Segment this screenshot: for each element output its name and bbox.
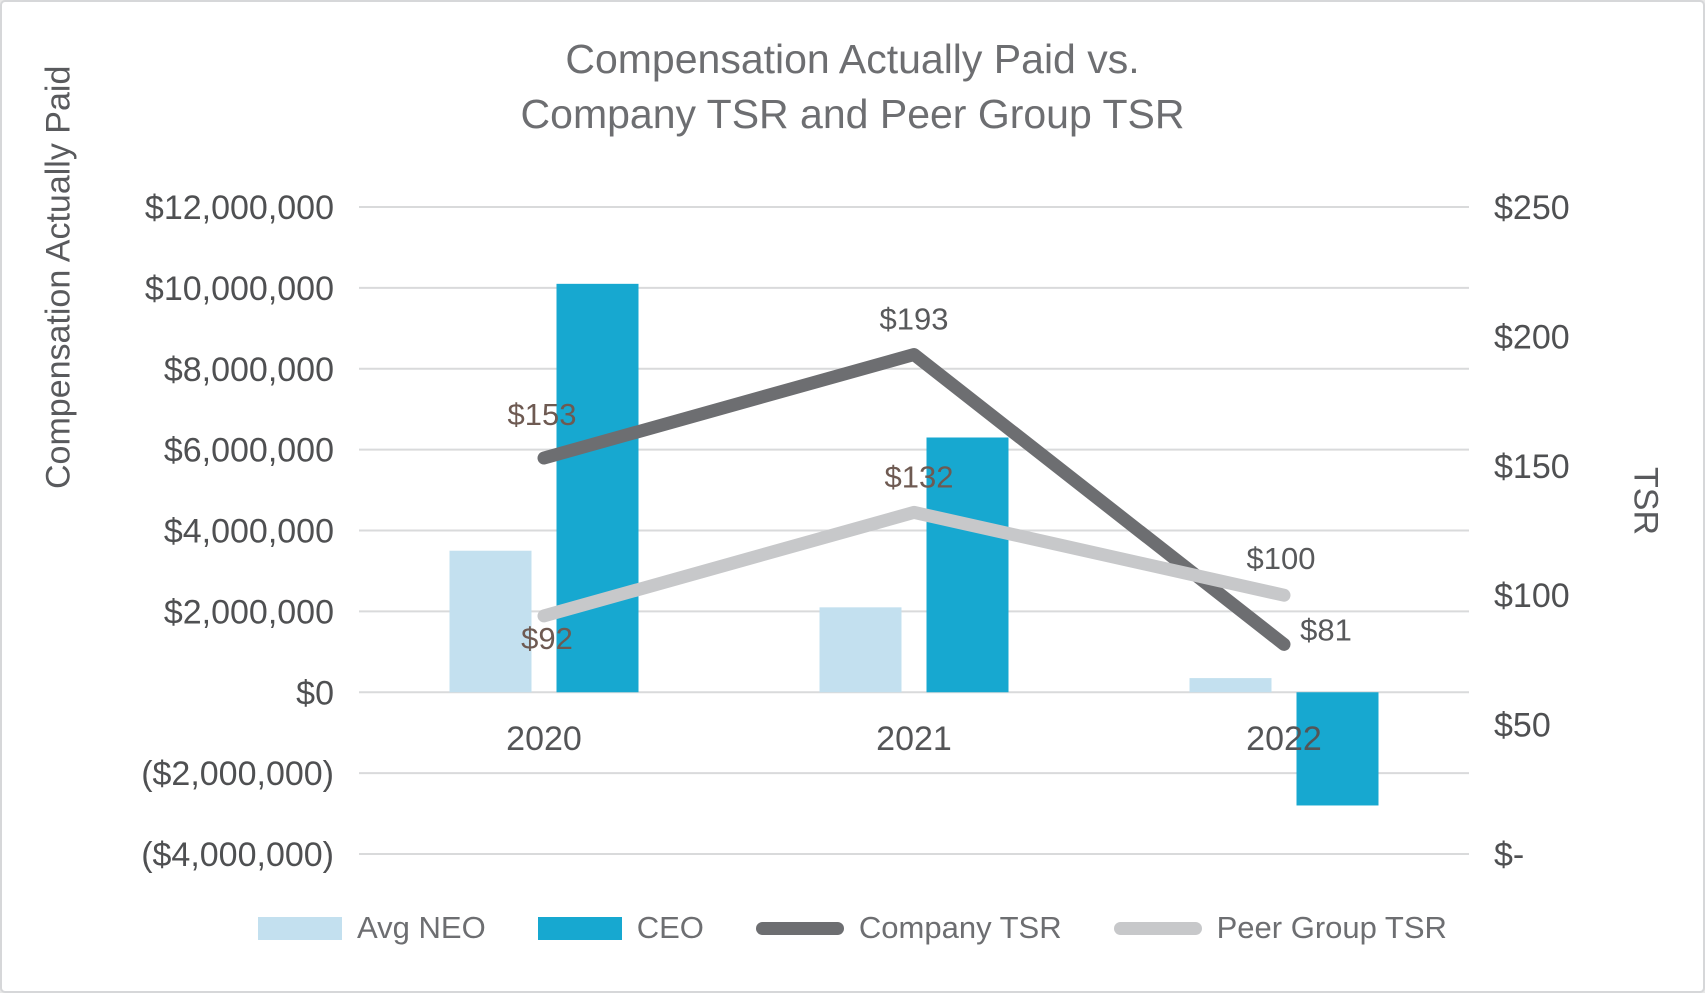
left-axis-tick-label: $6,000,000 xyxy=(164,432,334,470)
line-company-tsr xyxy=(537,348,1291,651)
legend-label: Peer Group TSR xyxy=(1216,910,1447,945)
x-axis-label-2020: 2020 xyxy=(506,720,582,758)
chart-title-line1: Compensation Actually Paid vs. xyxy=(565,36,1140,82)
right-axis-tick-label: $100 xyxy=(1494,577,1570,615)
left-axis-tick-label: $4,000,000 xyxy=(164,513,334,551)
bar-avg-neo-2021 xyxy=(819,607,902,693)
right-axis-tick-label: $200 xyxy=(1494,318,1570,356)
legend-label: Company TSR xyxy=(858,910,1062,945)
data-label-company-tsr-2020: $153 xyxy=(508,397,577,432)
legend-item-company-tsr: Company TSR xyxy=(755,910,1062,946)
data-label-peer-group-tsr-2020: $92 xyxy=(521,621,573,656)
chart-legend: Avg NEO CEO Company TSR Peer Group TSR xyxy=(2,910,1703,946)
peer-group-tsr-line-icon xyxy=(1113,921,1202,935)
avg-neo-swatch-icon xyxy=(258,916,343,940)
data-label-company-tsr-2022: $81 xyxy=(1300,612,1352,647)
left-axis-tick-label: ($4,000,000) xyxy=(141,836,334,874)
left-axis-tick-label: $2,000,000 xyxy=(164,593,334,631)
legend-item-ceo: CEO xyxy=(537,910,704,946)
bar-ceo-2022 xyxy=(1296,692,1379,806)
left-axis-tick-label: $10,000,000 xyxy=(145,270,334,308)
line-peer-group-tsr xyxy=(537,505,1291,623)
right-axis-tick-label: $- xyxy=(1494,836,1524,874)
right-axis-tick-label: $150 xyxy=(1494,448,1570,486)
left-axis-tick-label: $0 xyxy=(296,674,334,712)
bar-ceo-2021 xyxy=(926,437,1009,693)
left-axis-tick-label: ($2,000,000) xyxy=(141,755,334,793)
legend-item-peer-group-tsr: Peer Group TSR xyxy=(1113,910,1447,946)
bar-avg-neo-2020 xyxy=(449,550,532,693)
left-axis-tick-label: $8,000,000 xyxy=(164,351,334,389)
right-axis-tick-label: $50 xyxy=(1494,707,1551,745)
ceo-swatch-icon xyxy=(537,916,622,940)
x-axis-label-2021: 2021 xyxy=(876,720,952,758)
chart-title: Compensation Actually Paid vs. Company T… xyxy=(2,32,1703,143)
legend-item-avg-neo: Avg NEO xyxy=(258,910,486,946)
bar-avg-neo-2022 xyxy=(1189,678,1272,693)
data-label-peer-group-tsr-2021: $132 xyxy=(885,459,954,494)
legend-label: CEO xyxy=(636,910,704,945)
left-axis-tick-label: $12,000,000 xyxy=(145,189,334,227)
data-label-company-tsr-2021: $193 xyxy=(880,302,949,337)
bar-ceo-2020 xyxy=(556,283,639,693)
x-axis-label-2022: 2022 xyxy=(1246,720,1322,758)
legend-label: Avg NEO xyxy=(357,910,486,945)
right-axis-tick-label: $250 xyxy=(1494,189,1570,227)
chart-title-line2: Company TSR and Peer Group TSR xyxy=(520,91,1185,138)
company-tsr-line-icon xyxy=(755,921,844,935)
data-label-peer-group-tsr-2022: $100 xyxy=(1247,541,1316,576)
